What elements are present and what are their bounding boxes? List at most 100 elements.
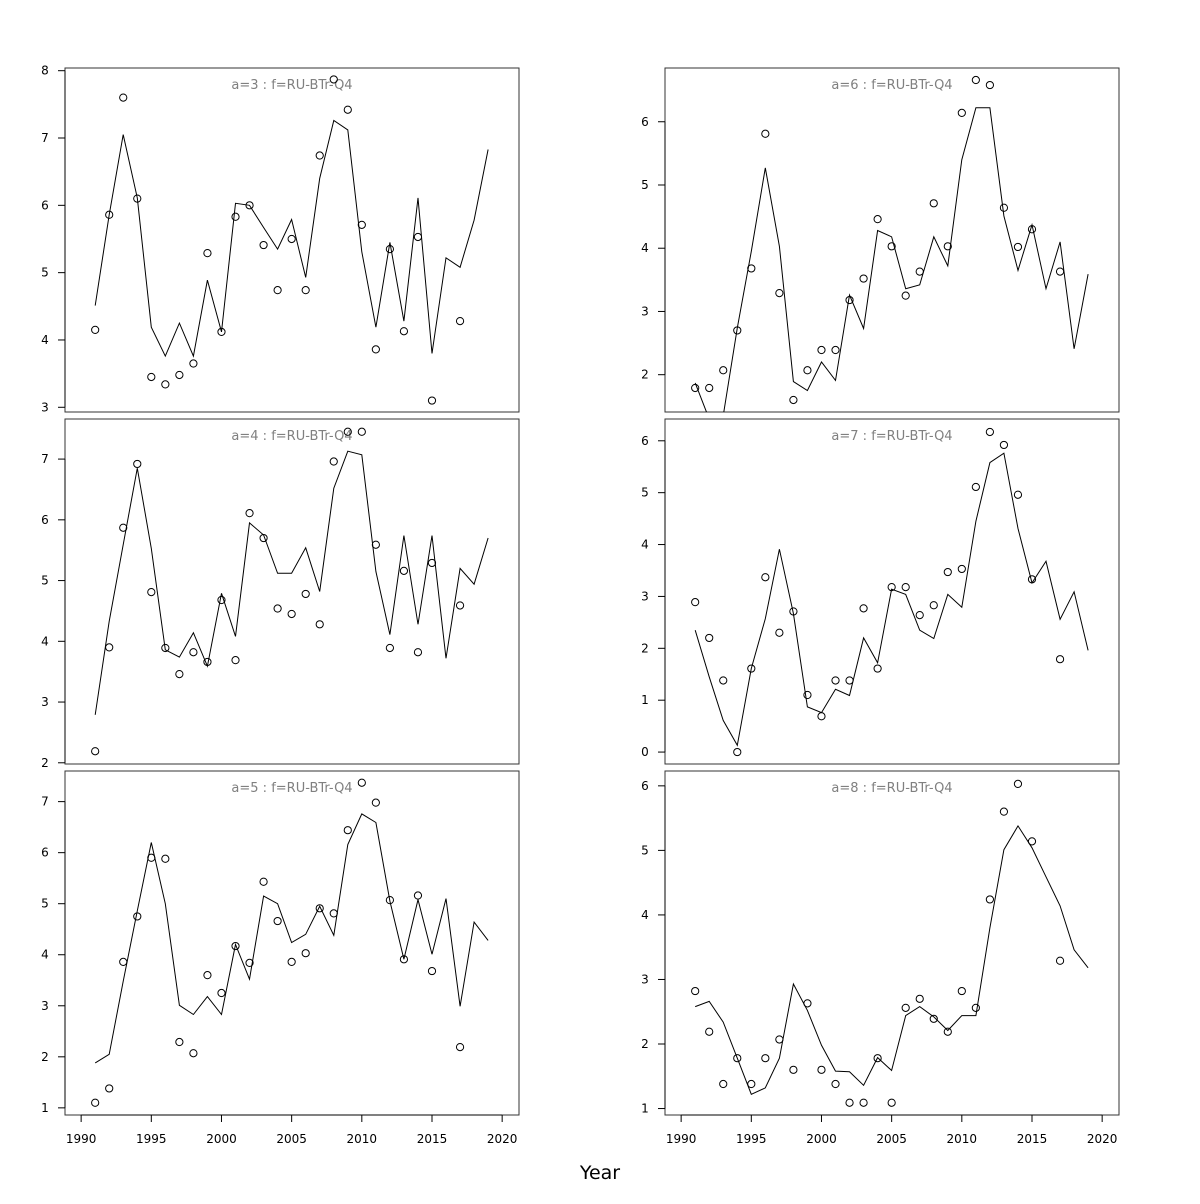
fitted-line [94, 119, 489, 358]
observed-point [775, 289, 784, 298]
observed-point [957, 108, 966, 117]
observed-point [245, 958, 254, 968]
observed-point [287, 957, 296, 966]
y-tick-label: 7 [41, 452, 49, 466]
observed-point [1055, 267, 1065, 276]
observed-point [733, 747, 742, 757]
y-tick-label: 6 [41, 846, 49, 860]
panel-6: 1 2 3 4 5 6 a=8 : f=RU-BTr-Q4 1990 1995 2000 2005 2… [641, 770, 1120, 1146]
observed-point [1027, 837, 1037, 846]
observed-point [789, 607, 798, 616]
observed-point [831, 1079, 840, 1089]
observed-point [315, 151, 324, 160]
panel-frame [64, 418, 520, 765]
x-tick-label: 1995 [136, 1132, 167, 1146]
y-tick-label: 1 [641, 693, 649, 707]
y-tick-label: 7 [41, 131, 49, 145]
observed-point [301, 589, 310, 599]
panel-frame [664, 770, 1120, 1116]
y-tick-label: 2 [41, 1050, 49, 1064]
observed-point [455, 317, 465, 326]
observed-point [133, 912, 142, 921]
observed-point [357, 778, 366, 787]
y-tick-label: 3 [41, 695, 49, 709]
panel-3: 1 2 3 4 5 6 7 a=5 : f=RU-BTr-Q4 1990 1995 2000 2005… [41, 770, 520, 1146]
observed-point [147, 372, 156, 382]
observed-point [831, 345, 840, 355]
observed-point [985, 427, 994, 437]
observed-point [273, 604, 282, 613]
y-tick-label: 5 [641, 486, 649, 500]
observed-point [105, 210, 114, 219]
observed-point [1013, 242, 1023, 252]
y-tick-label: 5 [641, 843, 649, 857]
observed-point [915, 267, 924, 276]
x-tick-label: 2010 [347, 1132, 378, 1146]
observed-point [845, 676, 854, 685]
observed-point [371, 798, 380, 807]
observed-point [915, 611, 924, 620]
observed-point [133, 459, 142, 469]
observed-point [747, 664, 756, 673]
y-tick-label: 6 [641, 779, 649, 793]
panel-title: a=8 : f=RU-BTr-Q4 [831, 781, 952, 796]
observed-point [455, 601, 465, 610]
observed-point [999, 203, 1009, 212]
observed-point [943, 567, 952, 577]
panel-4: 2 3 4 5 6 a=6 : f=RU-BTr-Q4 [641, 67, 1120, 413]
observed-point [719, 676, 728, 685]
observed-point [817, 712, 826, 721]
observed-point [1027, 225, 1037, 234]
observed-point [175, 670, 184, 679]
observed-point [273, 286, 282, 295]
observed-point [329, 909, 338, 918]
y-tick-label: 8 [41, 64, 49, 78]
x-tick-label: 2020 [1087, 1132, 1118, 1146]
x-tick-label: 2015 [1017, 1132, 1048, 1146]
observed-point [455, 1043, 465, 1052]
observed-point [119, 957, 128, 966]
y-tick-label: 4 [641, 908, 649, 922]
x-tick-label: 1990 [66, 1132, 97, 1146]
y-tick-label: 4 [41, 634, 49, 648]
observed-point [971, 1003, 980, 1012]
observed-point [189, 648, 198, 657]
y-tick-label: 5 [41, 574, 49, 588]
observed-point [845, 1098, 854, 1107]
observed-point [133, 194, 142, 203]
observed-point [999, 807, 1009, 816]
observed-point [91, 747, 100, 756]
observed-point [329, 75, 338, 84]
fitted-line [694, 452, 1089, 747]
observed-point [371, 345, 380, 354]
observed-point [231, 941, 240, 951]
observed-point [371, 540, 380, 549]
panel-frame [664, 418, 1120, 765]
y-tick-label: 1 [641, 1102, 649, 1116]
observed-point [747, 1079, 756, 1089]
y-tick-label: 4 [641, 538, 649, 552]
panel-1: 3 4 5 6 7 8 a=3 : f=RU-BTr-Q4 [41, 64, 520, 414]
observed-point [147, 853, 156, 862]
y-tick-label: 5 [641, 178, 649, 192]
observed-point [761, 1054, 770, 1063]
observed-point [301, 949, 310, 958]
panel-title: a=7 : f=RU-BTr-Q4 [831, 429, 952, 444]
y-tick-label: 3 [41, 999, 49, 1013]
x-tick-label: 2015 [417, 1132, 448, 1146]
observed-point [147, 588, 156, 597]
observed-point [245, 509, 254, 518]
observed-point [803, 366, 812, 375]
observed-point [217, 327, 226, 336]
observed-point [985, 895, 994, 904]
observed-point [315, 620, 324, 629]
observed-point [803, 999, 812, 1008]
y-tick-label: 0 [641, 745, 649, 759]
observed-point [259, 533, 268, 543]
observed-point [119, 93, 128, 102]
y-tick-label: 1 [41, 1101, 49, 1115]
observed-point [189, 359, 198, 368]
observed-point [901, 291, 910, 300]
observed-point [817, 1065, 826, 1074]
observed-point [1013, 779, 1023, 789]
